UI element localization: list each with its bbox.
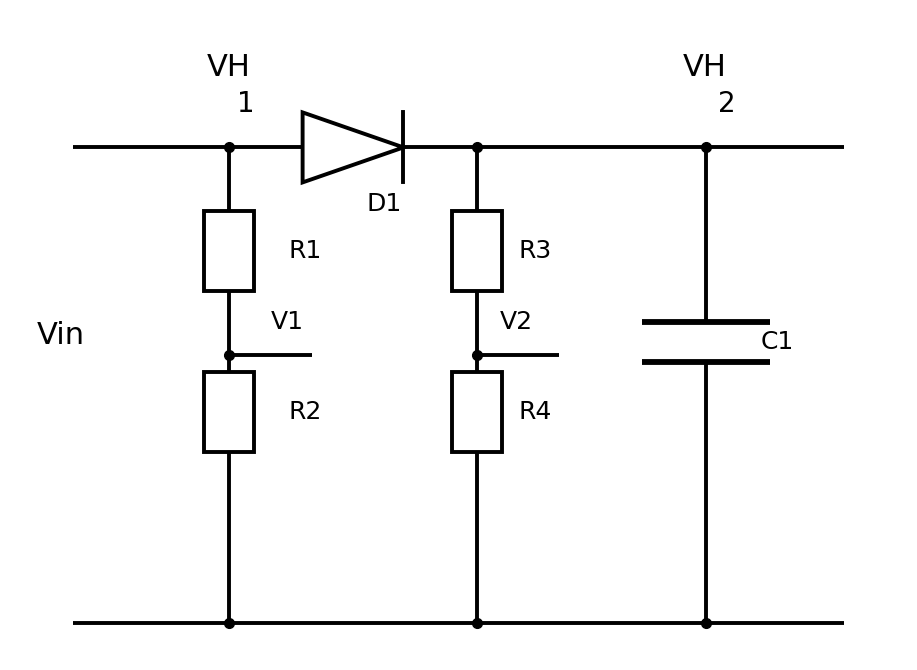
Polygon shape — [303, 113, 403, 182]
Text: V1: V1 — [271, 310, 304, 334]
Text: R4: R4 — [518, 400, 551, 424]
Text: V2: V2 — [500, 310, 533, 334]
Text: R3: R3 — [518, 239, 551, 263]
Text: 1: 1 — [237, 90, 254, 118]
Bar — [451, 372, 503, 452]
Text: 2: 2 — [718, 90, 735, 118]
Bar — [204, 211, 254, 291]
Text: VH: VH — [206, 52, 250, 82]
Text: R2: R2 — [289, 400, 322, 424]
Text: R1: R1 — [289, 239, 322, 263]
Text: C1: C1 — [761, 330, 794, 354]
Text: D1: D1 — [367, 192, 402, 216]
Bar — [451, 211, 503, 291]
Text: Vin: Vin — [37, 320, 84, 350]
Text: VH: VH — [683, 52, 727, 82]
Bar — [204, 372, 254, 452]
